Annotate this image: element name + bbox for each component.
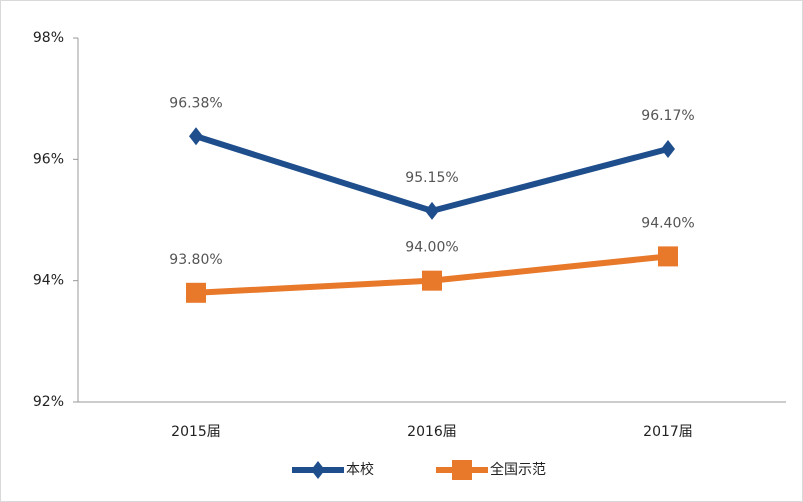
marker	[422, 270, 442, 291]
x-tick-label: 2015届	[171, 424, 221, 440]
legend-marker	[311, 461, 325, 479]
value-label: 95.15%	[405, 170, 458, 186]
x-tick-label: 2017届	[643, 424, 693, 440]
value-label: 93.80%	[169, 252, 222, 268]
value-label: 96.38%	[169, 95, 222, 111]
marker	[425, 201, 439, 220]
marker	[189, 127, 203, 146]
value-label: 94.00%	[405, 240, 458, 256]
x-tick-label: 2016届	[407, 424, 457, 440]
y-tick-label: 98%	[33, 30, 64, 46]
y-tick-label: 94%	[33, 273, 64, 289]
value-label: 96.17%	[641, 108, 694, 124]
y-tick-label: 92%	[33, 394, 64, 410]
y-tick-label: 96%	[33, 151, 64, 167]
marker	[661, 140, 675, 159]
marker	[658, 246, 678, 267]
legend-label: 全国示范	[490, 461, 546, 478]
legend-marker	[452, 460, 472, 480]
marker	[186, 282, 206, 303]
legend-label: 本校	[346, 461, 374, 478]
value-label: 94.40%	[641, 215, 694, 231]
